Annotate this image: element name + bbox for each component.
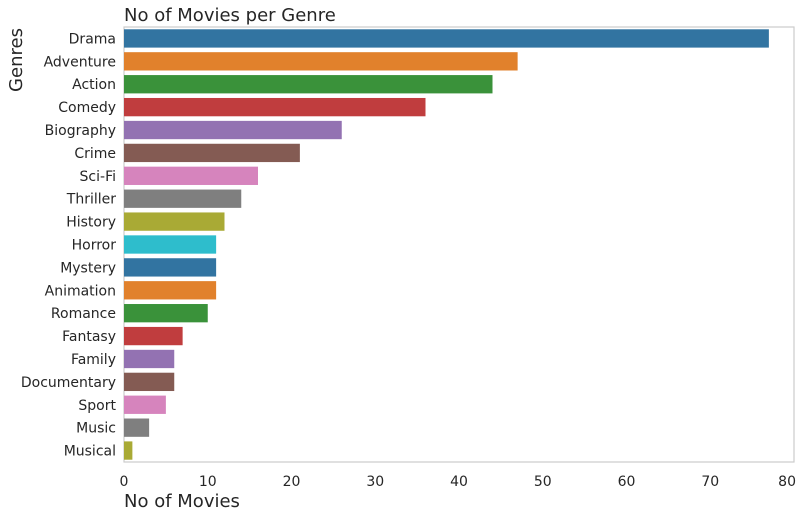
y-tick-label: Action bbox=[72, 77, 116, 93]
y-tick-label: Romance bbox=[51, 306, 116, 322]
y-tick-label: Drama bbox=[69, 31, 116, 47]
bar-thriller bbox=[124, 189, 242, 208]
x-tick-label: 60 bbox=[618, 474, 636, 490]
bar-documentary bbox=[124, 372, 175, 392]
y-tick-label: Thriller bbox=[66, 192, 116, 208]
y-tick-label: Biography bbox=[45, 123, 116, 139]
bar-family bbox=[124, 349, 175, 369]
y-tick-labels: Drama Adventure Action Comedy Biography Crime… bbox=[21, 31, 117, 459]
y-tick-label: Comedy bbox=[58, 100, 116, 116]
y-tick-label: Mystery bbox=[60, 260, 116, 276]
y-tick-label: History bbox=[66, 215, 116, 231]
bar-fantasy bbox=[124, 326, 183, 346]
bar-sci-fi bbox=[124, 166, 258, 185]
y-tick-label: Sci-Fi bbox=[80, 169, 116, 185]
x-tick-label: 70 bbox=[701, 474, 719, 490]
y-tick-label: Music bbox=[76, 421, 116, 437]
y-tick-label: Fantasy bbox=[62, 329, 116, 345]
bar-crime bbox=[124, 143, 300, 163]
x-tick-label: 10 bbox=[199, 474, 217, 490]
y-tick-label: Family bbox=[71, 352, 116, 368]
bar-music bbox=[124, 418, 150, 437]
bar-action bbox=[124, 75, 493, 94]
x-tick-label: 0 bbox=[120, 474, 129, 490]
bar-musical bbox=[124, 441, 133, 460]
bar-romance bbox=[124, 304, 208, 323]
x-tick-labels: 0 10 20 30 40 50 60 70 80 bbox=[120, 474, 796, 490]
chart-title: No of Movies per Genre bbox=[124, 5, 336, 26]
y-tick-label: Adventure bbox=[44, 54, 116, 70]
bars-group bbox=[124, 29, 769, 460]
bar-mystery bbox=[124, 258, 217, 277]
bar-history bbox=[124, 212, 225, 231]
x-tick-label: 50 bbox=[534, 474, 552, 490]
y-tick-label: Sport bbox=[78, 398, 116, 414]
x-tick-label: 20 bbox=[283, 474, 301, 490]
bar-biography bbox=[124, 120, 342, 140]
y-tick-label: Horror bbox=[72, 238, 117, 254]
y-tick-label: Musical bbox=[64, 444, 116, 460]
y-tick-label: Animation bbox=[45, 283, 116, 299]
x-tick-label: 30 bbox=[366, 474, 384, 490]
bar-drama bbox=[124, 29, 769, 48]
y-tick-label: Documentary bbox=[21, 375, 116, 391]
x-axis-label: No of Movies bbox=[124, 491, 240, 512]
bar-sport bbox=[124, 395, 166, 414]
bar-adventure bbox=[124, 52, 518, 71]
y-axis-label: Genres bbox=[6, 28, 27, 92]
y-tick-label: Crime bbox=[74, 146, 116, 162]
x-tick-label: 40 bbox=[450, 474, 468, 490]
x-tick-label: 80 bbox=[778, 474, 796, 490]
bar-animation bbox=[124, 281, 217, 300]
bar-comedy bbox=[124, 97, 426, 117]
bar-horror bbox=[124, 235, 217, 254]
